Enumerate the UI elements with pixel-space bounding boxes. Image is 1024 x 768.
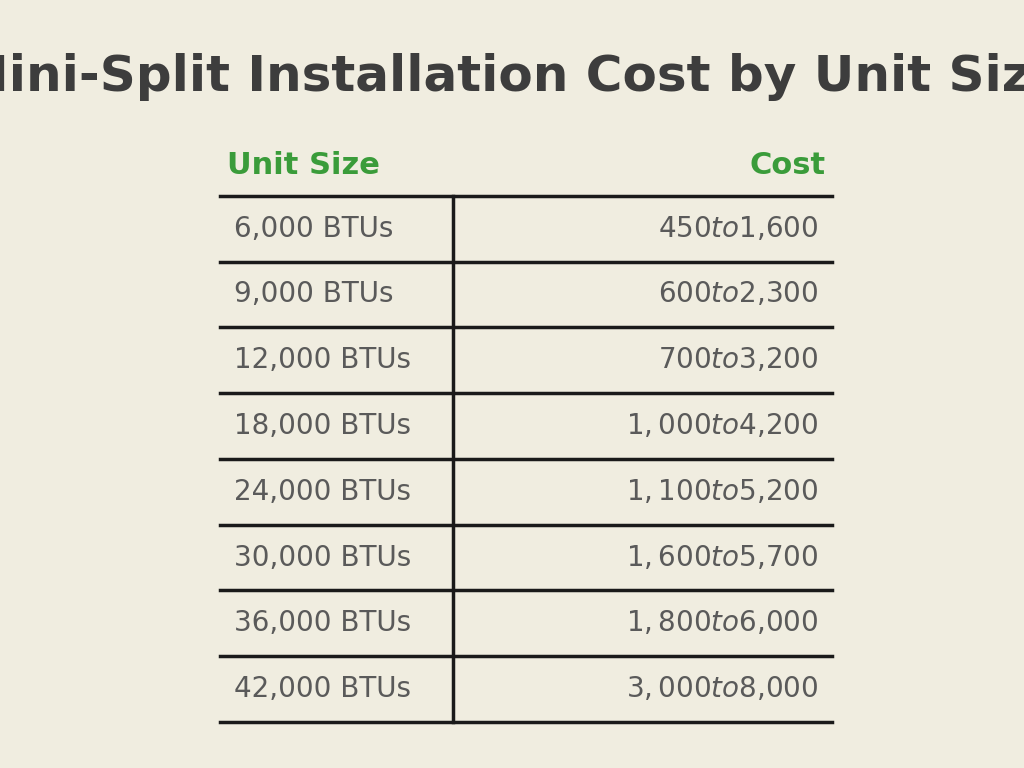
- Text: $600 to $2,300: $600 to $2,300: [657, 280, 818, 309]
- Text: $450 to $1,600: $450 to $1,600: [657, 215, 818, 243]
- Text: $700 to $3,200: $700 to $3,200: [657, 346, 818, 374]
- Text: 30,000 BTUs: 30,000 BTUs: [234, 544, 412, 571]
- Text: $1,600 to $5,700: $1,600 to $5,700: [626, 544, 818, 571]
- Text: 9,000 BTUs: 9,000 BTUs: [234, 280, 394, 309]
- Text: $1,800 to $6,000: $1,800 to $6,000: [626, 609, 818, 637]
- Text: Cost: Cost: [750, 151, 825, 180]
- Text: $1,100 to $5,200: $1,100 to $5,200: [626, 478, 818, 506]
- Text: $1,000 to $4,200: $1,000 to $4,200: [626, 412, 818, 440]
- Text: Unit Size: Unit Size: [227, 151, 380, 180]
- Text: 24,000 BTUs: 24,000 BTUs: [234, 478, 412, 506]
- Text: 42,000 BTUs: 42,000 BTUs: [234, 675, 412, 703]
- Text: Mini-Split Installation Cost by Unit Size: Mini-Split Installation Cost by Unit Siz…: [0, 53, 1024, 101]
- Text: $3,000 to $8,000: $3,000 to $8,000: [626, 675, 818, 703]
- Text: 12,000 BTUs: 12,000 BTUs: [234, 346, 412, 374]
- Text: 36,000 BTUs: 36,000 BTUs: [234, 609, 412, 637]
- Text: 18,000 BTUs: 18,000 BTUs: [234, 412, 412, 440]
- Text: 6,000 BTUs: 6,000 BTUs: [234, 215, 394, 243]
